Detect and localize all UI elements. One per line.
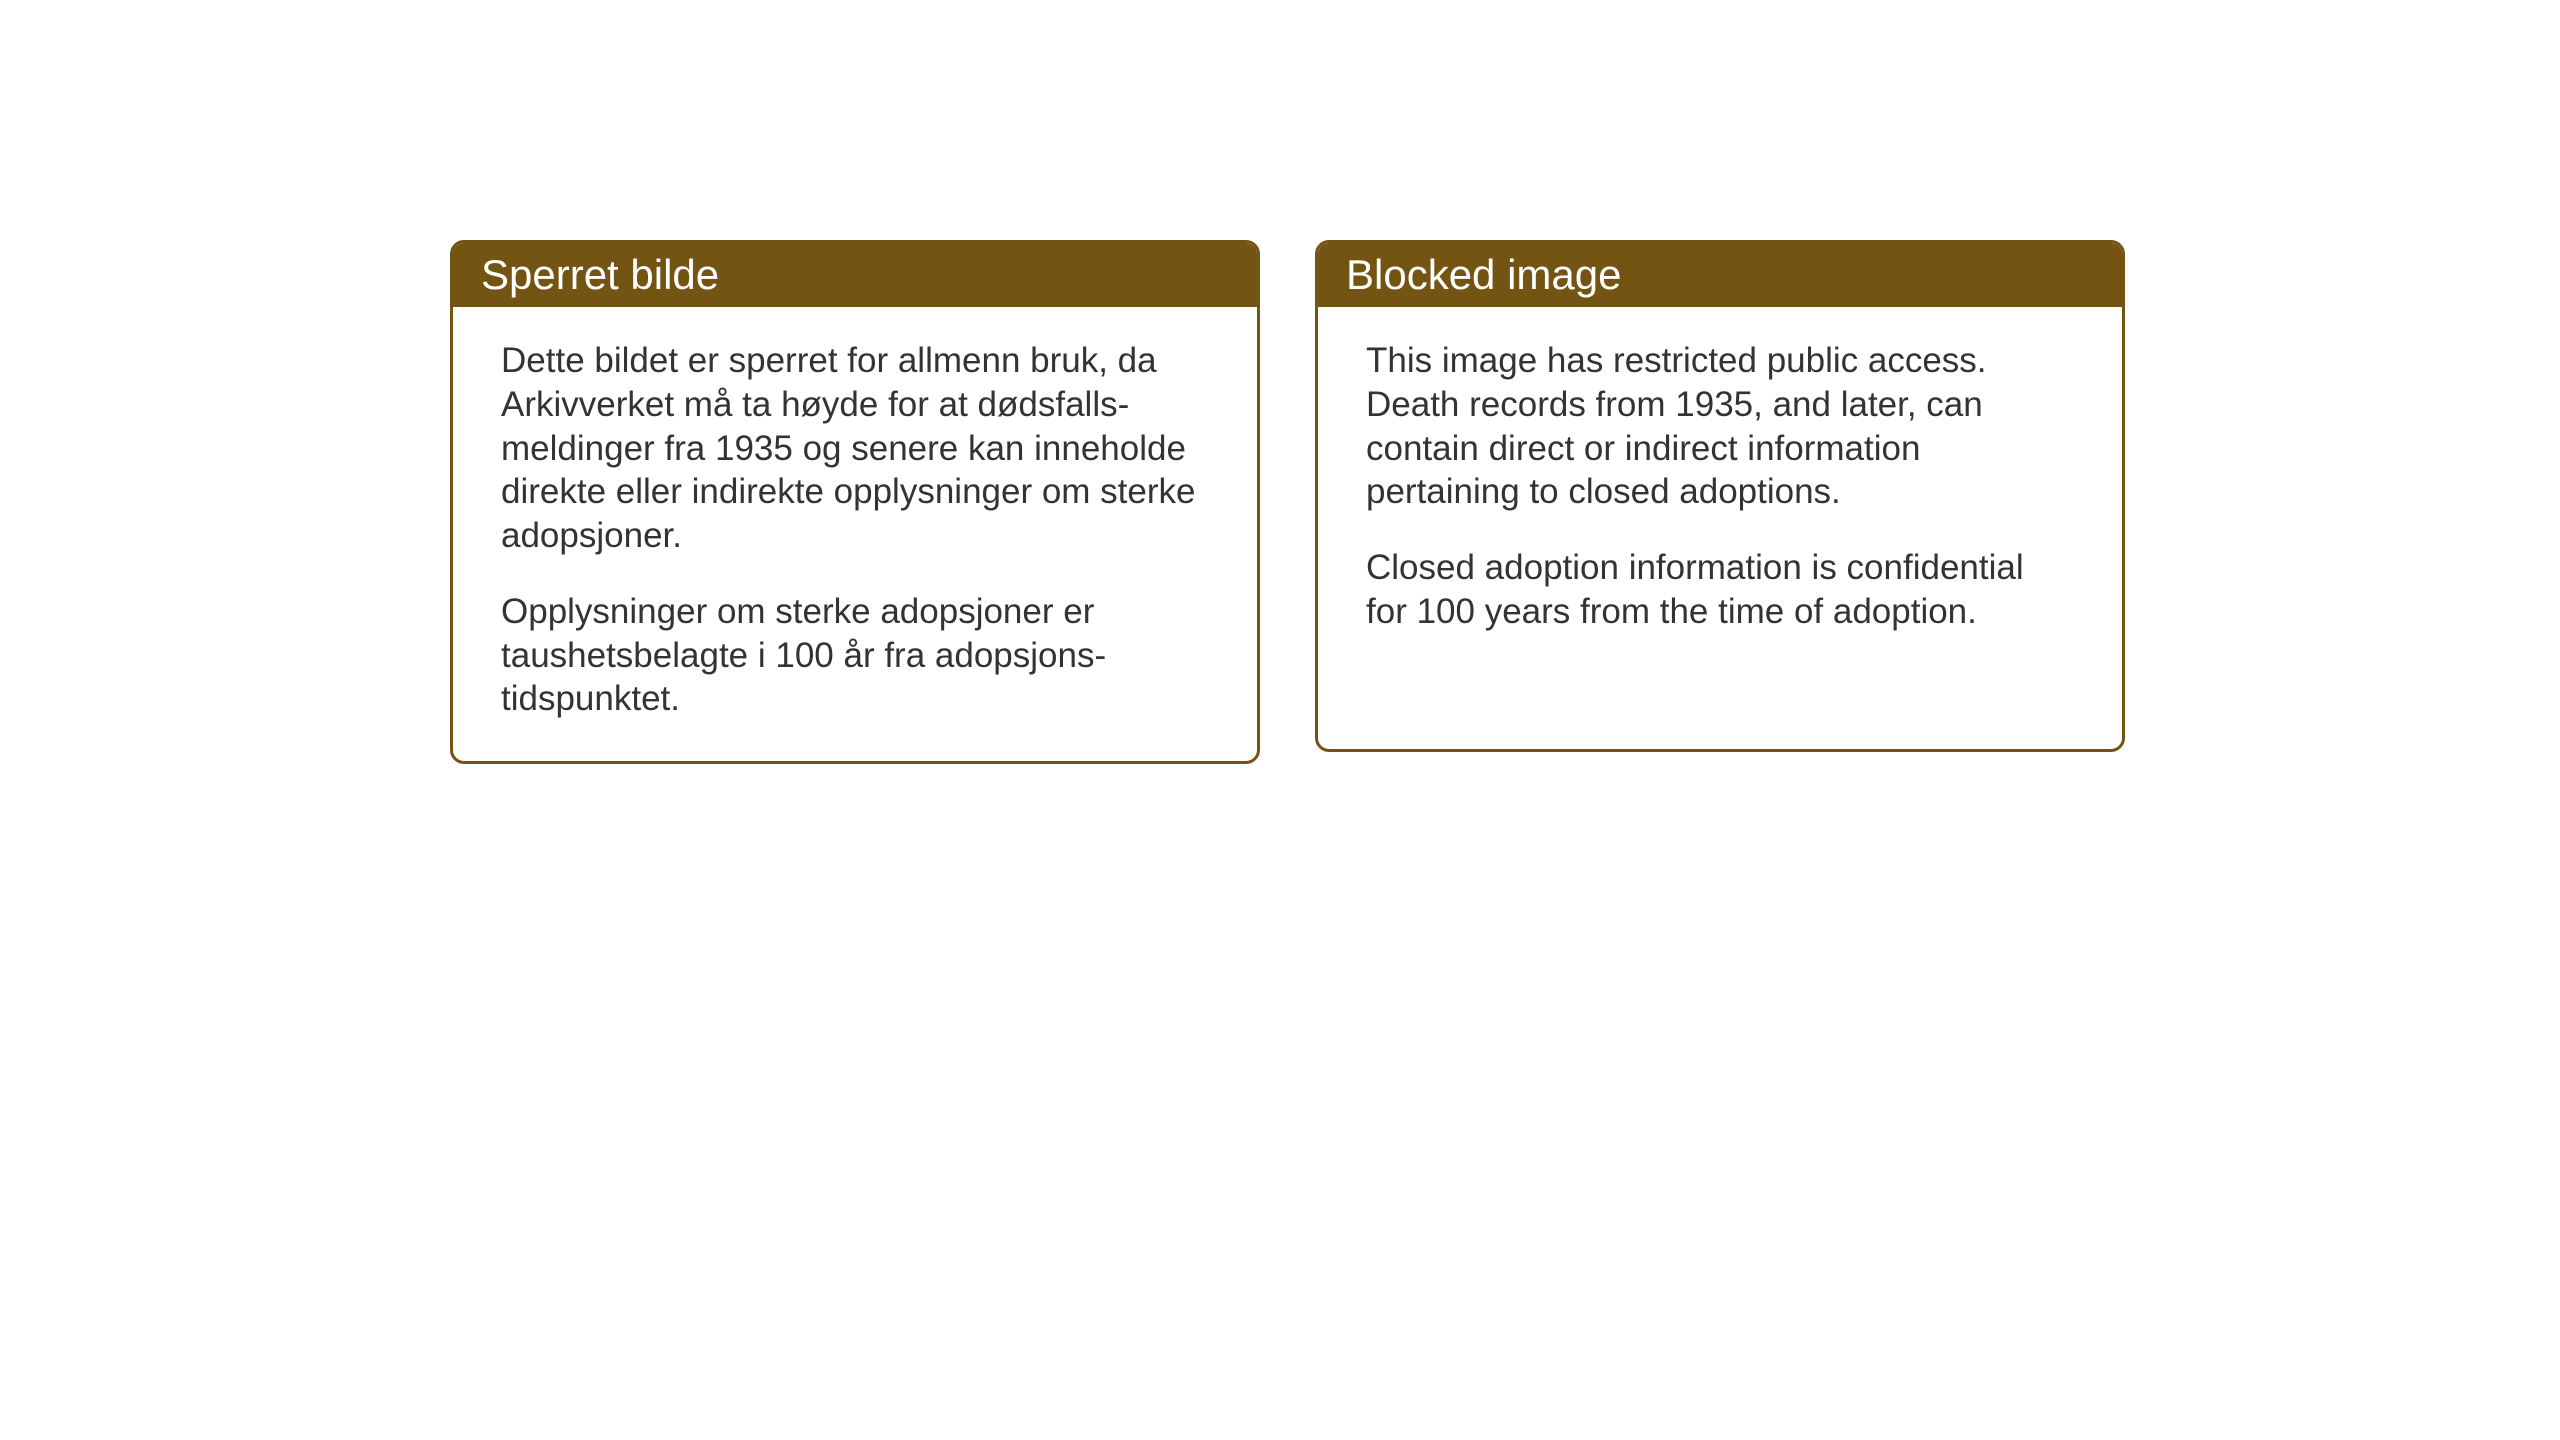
card-norwegian-header: Sperret bilde [453,243,1257,307]
card-english-body: This image has restricted public access.… [1318,307,2122,674]
card-norwegian-title: Sperret bilde [481,251,719,298]
card-norwegian-paragraph1: Dette bildet er sperret for allmenn bruk… [501,339,1209,558]
card-english-header: Blocked image [1318,243,2122,307]
card-english-paragraph1: This image has restricted public access.… [1366,339,2074,514]
card-english: Blocked image This image has restricted … [1315,240,2125,752]
card-english-paragraph2: Closed adoption information is confident… [1366,546,2074,634]
card-norwegian-paragraph2: Opplysninger om sterke adopsjoner er tau… [501,590,1209,721]
card-norwegian-body: Dette bildet er sperret for allmenn bruk… [453,307,1257,761]
cards-container: Sperret bilde Dette bildet er sperret fo… [450,240,2125,764]
card-english-title: Blocked image [1346,251,1621,298]
card-norwegian: Sperret bilde Dette bildet er sperret fo… [450,240,1260,764]
